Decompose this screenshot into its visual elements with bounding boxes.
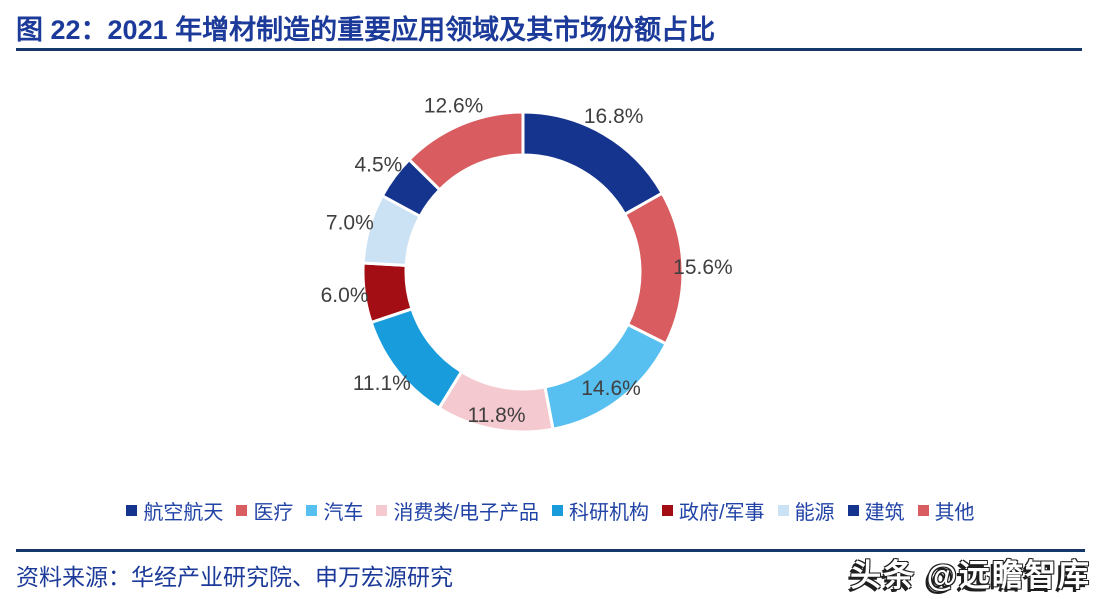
- title-underline: [16, 48, 1082, 51]
- legend-swatch-icon: [777, 505, 789, 516]
- legend-swatch-icon: [552, 505, 563, 516]
- footer-divider: [16, 549, 1085, 552]
- data-label-政府/军事: 6.0%: [321, 284, 369, 307]
- legend-label: 政府/军事: [679, 502, 765, 524]
- legend-label: 消费类/电子产品: [393, 502, 539, 524]
- legend-label: 能源: [794, 502, 835, 524]
- legend-swatch-icon: [376, 505, 388, 516]
- legend-item-2-医疗: 医疗: [236, 496, 293, 525]
- legend-item-1-航空航天: 航空航天: [126, 496, 223, 525]
- donut-segment-9-其他: [407, 110, 525, 192]
- data-label-其他: 12.6%: [424, 94, 484, 117]
- legend-swatch-icon: [306, 505, 318, 516]
- legend-label: 科研机构: [569, 502, 649, 524]
- legend-label: 建筑: [864, 502, 905, 524]
- legend-swatch-icon: [847, 505, 859, 516]
- figure-title: 图 22：2021 年增材制造的重要应用领域及其市场份额占比: [16, 15, 716, 45]
- legend-swatch-icon: [126, 505, 138, 516]
- source-attribution: 资料来源：华经产业研究院、申万宏源研究: [16, 564, 453, 590]
- data-label-建筑: 4.5%: [354, 153, 402, 176]
- legend-item-6-政府/军事: 政府/军事: [662, 496, 765, 525]
- legend-label: 航空航天: [143, 502, 224, 524]
- legend-item-5-科研机构: 科研机构: [552, 496, 649, 525]
- legend-item-7-能源: 能源: [777, 496, 835, 525]
- legend-swatch-icon: [236, 505, 248, 516]
- legend-item-9-其他: 其他: [917, 496, 975, 525]
- legend-label: 其他: [934, 502, 975, 524]
- legend-label: 汽车: [323, 502, 364, 524]
- legend-label: 医疗: [253, 502, 294, 524]
- data-label-消费类/电子产品: 11.8%: [468, 404, 526, 427]
- chart-legend: 航空航天 医疗 汽车 消费类/电子产品 科研机构 政府/军事 能源 建筑 其他: [0, 496, 1101, 525]
- legend-item-4-消费类/电子产品: 消费类/电子产品: [376, 496, 539, 525]
- watermark-toutiao-yuanzhan: 头条 @远瞻智库: [850, 558, 1091, 593]
- legend-swatch-icon: [662, 505, 673, 516]
- data-label-汽车: 14.6%: [581, 377, 641, 400]
- legend-item-3-汽车: 汽车: [306, 496, 363, 525]
- data-label-能源: 7.0%: [326, 211, 374, 234]
- data-label-科研机构: 11.1%: [353, 372, 411, 395]
- legend-item-8-建筑: 建筑: [847, 496, 905, 525]
- donut-chart: 16.8% 15.6% 14.6% 11.8% 11.1% 6.0% 7.0% 4.5% 12.…: [321, 94, 733, 434]
- data-label-医疗: 15.6%: [673, 256, 733, 279]
- legend-swatch-icon: [917, 505, 929, 516]
- data-label-航空航天: 16.8%: [584, 105, 644, 128]
